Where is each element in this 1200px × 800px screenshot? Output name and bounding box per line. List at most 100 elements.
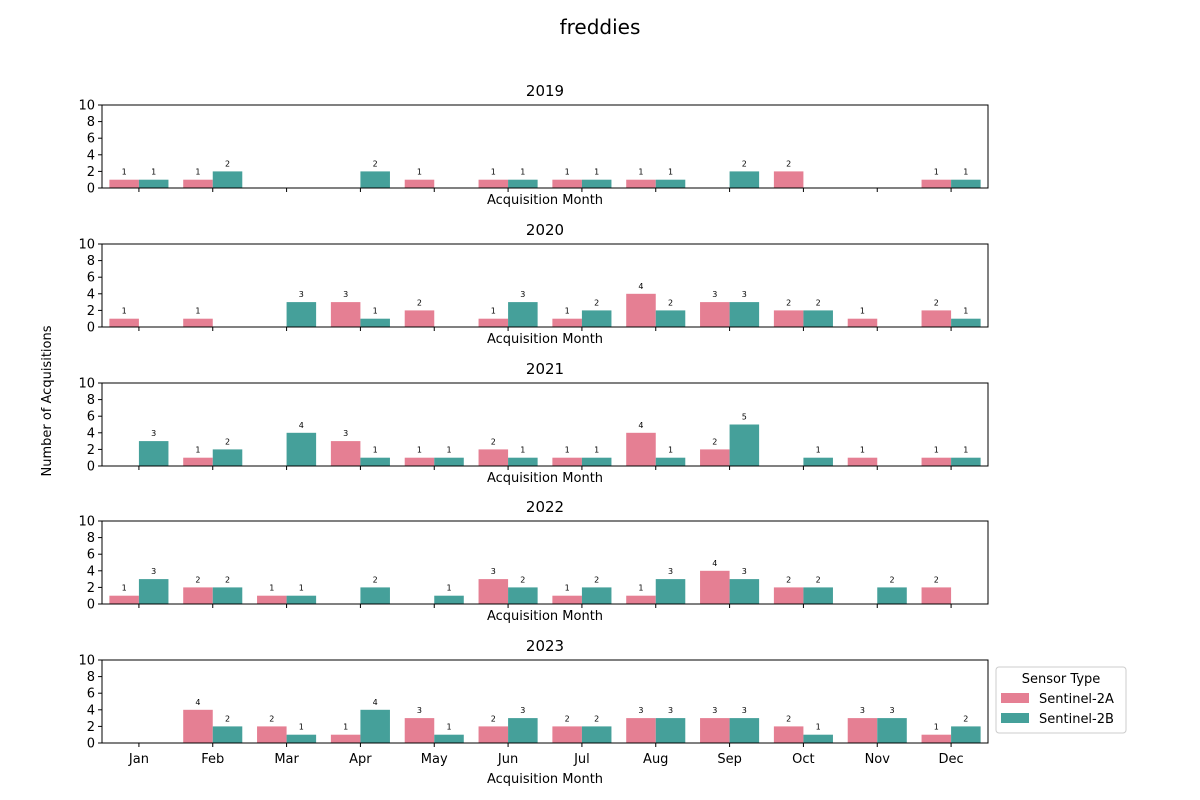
- bar-Sentinel-2B: [434, 457, 464, 466]
- subplot-2019: 2019 0 2 46 810 1 1 1 1 1 1 2 1 1 2 2 1 1 1 2 1 Acquisition M…: [78, 82, 989, 208]
- bar-Sentinel-2B: [655, 457, 686, 466]
- bar-value-label: 2: [594, 298, 599, 307]
- bar-Sentinel-2B: [729, 171, 760, 188]
- bar-value-label: 2: [963, 714, 968, 723]
- x-tick-label: May: [421, 752, 448, 767]
- y-tick-label: 10: [78, 99, 95, 114]
- bar-Sentinel-2B: [803, 587, 833, 604]
- bar-Sentinel-2B: [877, 587, 907, 604]
- bar-value-label: 3: [712, 706, 717, 715]
- bar-Sentinel-2B: [951, 726, 981, 743]
- bar-Sentinel-2A: [700, 302, 730, 327]
- bar-Sentinel-2B: [655, 579, 686, 604]
- bar-value-label: 1: [151, 168, 156, 177]
- bar-Sentinel-2A: [552, 726, 582, 743]
- bar-Sentinel-2B: [286, 734, 317, 743]
- bar-value-label: 1: [565, 584, 570, 593]
- bar-Sentinel-2B: [138, 179, 169, 188]
- bar-value-label: 1: [417, 446, 422, 455]
- bar-value-label: 2: [668, 298, 673, 307]
- bar-Sentinel-2B: [508, 302, 538, 327]
- bar-value-label: 2: [816, 298, 821, 307]
- y-tick-label: 2: [87, 304, 95, 319]
- y-tick-label: 4: [87, 287, 95, 302]
- bar-value-label: 2: [373, 159, 378, 168]
- bar-value-label: 1: [520, 446, 525, 455]
- x-tick-label: Feb: [201, 752, 224, 767]
- legend: Sensor Type Sentinel-2A Sentinel-2B: [995, 666, 1127, 734]
- y-tick-label: 6: [87, 548, 95, 563]
- bar-value-label: 3: [417, 706, 422, 715]
- bar-Sentinel-2B: [286, 302, 317, 327]
- plot-frame: [101, 520, 989, 605]
- y-tick-label: 2: [87, 443, 95, 458]
- y-tick-label: 2: [87, 165, 95, 180]
- bar-Sentinel-2A: [478, 726, 509, 743]
- bar-Sentinel-2A: [330, 441, 361, 466]
- bar-value-label: 2: [195, 575, 200, 584]
- bar-value-label: 1: [860, 446, 865, 455]
- bar-value-label: 1: [565, 168, 570, 177]
- bar-Sentinel-2A: [257, 595, 287, 604]
- y-tick-label: 10: [78, 654, 95, 669]
- bar-value-label: 1: [269, 584, 274, 593]
- bar-value-label: 1: [122, 168, 127, 177]
- bar-value-label: 1: [816, 446, 821, 455]
- bar-value-label: 1: [299, 584, 304, 593]
- bar-Sentinel-2A: [183, 587, 213, 604]
- bar-Sentinel-2A: [921, 587, 952, 604]
- subplot-title: 2023: [526, 637, 564, 655]
- bar-value-label: 1: [520, 168, 525, 177]
- bar-Sentinel-2A: [552, 457, 582, 466]
- bar-value-label: 1: [934, 168, 939, 177]
- y-tick-label: 0: [87, 321, 95, 336]
- x-tick-label: Sep: [717, 752, 742, 767]
- bar-value-label: 4: [373, 698, 378, 707]
- bar-Sentinel-2B: [212, 726, 243, 743]
- bar-Sentinel-2A: [921, 179, 952, 188]
- bar-value-label: 4: [712, 559, 717, 568]
- bar-Sentinel-2A: [183, 179, 213, 188]
- bar-value-label: 4: [638, 282, 643, 291]
- bar-Sentinel-2A: [847, 457, 878, 466]
- bar-Sentinel-2A: [847, 718, 878, 743]
- bar-Sentinel-2A: [478, 449, 509, 466]
- bar-value-label: 2: [934, 298, 939, 307]
- bar-value-label: 2: [594, 575, 599, 584]
- bar-Sentinel-2A: [183, 709, 213, 743]
- bar-value-label: 1: [491, 168, 496, 177]
- bar-Sentinel-2B: [655, 310, 686, 327]
- subplot-title: 2021: [526, 360, 564, 378]
- y-tick-label: 4: [87, 564, 95, 579]
- chart-title: freddies: [560, 15, 641, 39]
- bar-Sentinel-2B: [951, 457, 981, 466]
- legend-swatch: [1001, 713, 1029, 723]
- y-tick-label: 8: [87, 115, 95, 130]
- x-tick-label: Apr: [349, 752, 372, 767]
- bar-Sentinel-2A: [404, 179, 435, 188]
- bar-Sentinel-2A: [404, 457, 435, 466]
- bar-Sentinel-2A: [626, 432, 656, 466]
- bar-Sentinel-2A: [626, 179, 656, 188]
- bar-Sentinel-2B: [581, 179, 612, 188]
- bar-value-label: 2: [491, 714, 496, 723]
- subplot-title: 2022: [526, 498, 564, 516]
- bar-Sentinel-2B: [803, 734, 833, 743]
- bar-value-label: 1: [934, 723, 939, 732]
- bar-Sentinel-2A: [257, 726, 287, 743]
- bar-Sentinel-2B: [508, 457, 538, 466]
- bar-Sentinel-2A: [552, 595, 582, 604]
- bar-value-label: 1: [934, 446, 939, 455]
- x-tick-label: Dec: [939, 752, 964, 767]
- bar-Sentinel-2A: [921, 734, 952, 743]
- bar-value-label: 1: [446, 446, 451, 455]
- bar-Sentinel-2A: [773, 171, 804, 188]
- bar-value-label: 1: [122, 307, 127, 316]
- bar-Sentinel-2B: [434, 734, 464, 743]
- bar-value-label: 2: [565, 714, 570, 723]
- bar-Sentinel-2B: [655, 718, 686, 743]
- bar-Sentinel-2B: [212, 449, 243, 466]
- y-tick-label: 2: [87, 720, 95, 735]
